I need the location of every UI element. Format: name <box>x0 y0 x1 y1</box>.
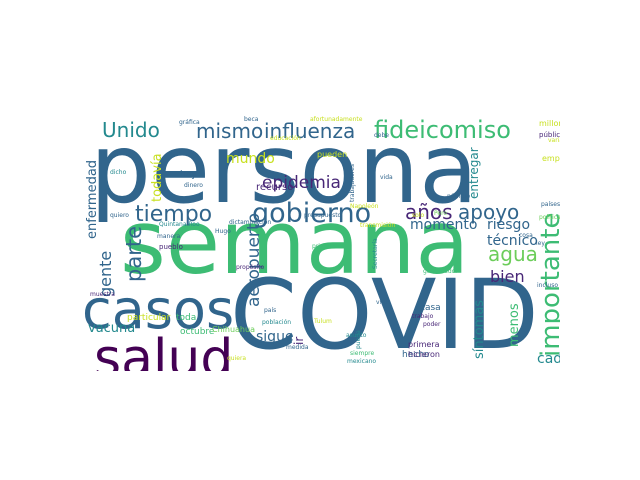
word-millones: millones <box>539 119 560 128</box>
word-casa: casa <box>420 303 441 313</box>
word-educación: educación <box>270 135 301 142</box>
word-solo: solo <box>412 212 425 219</box>
word-toda: toda <box>176 313 197 323</box>
word-siempre: siempre <box>350 350 375 357</box>
word-propósito: propósito <box>236 264 265 271</box>
word-quiera: quiera <box>227 355 247 362</box>
word-pero: Pero <box>434 210 448 217</box>
word-pública: pública <box>539 131 560 139</box>
word-transmisión: transmisión <box>360 222 396 229</box>
word-dictaminación: dictaminación <box>229 219 272 226</box>
word-privatizar: privatizar <box>312 243 341 250</box>
word-cada: cada <box>537 351 560 367</box>
word-sigue: sigue <box>256 329 294 345</box>
word-primera: primera <box>408 340 440 349</box>
word-tulum: Tulum <box>314 318 332 325</box>
word-tiempo: tiempo <box>135 202 213 227</box>
word-menos: menos <box>507 303 522 347</box>
word-poder: poder <box>423 321 441 328</box>
word-aeropuerto: aeropuerto <box>244 213 264 307</box>
word-chihuahua: Chihuahua <box>212 325 255 334</box>
word-política: política <box>539 214 560 221</box>
word-número: número <box>447 193 471 200</box>
word-gobernador: gobernador <box>423 268 458 275</box>
word-quintana-roo: Quintana Roo <box>159 221 200 228</box>
word-momento: momento <box>410 217 478 233</box>
word-hicieron: hicieron <box>408 350 440 359</box>
word-cosa: cosa <box>519 232 533 239</box>
word-unido: Unido <box>102 118 160 142</box>
word-gobierno: gobierno <box>252 198 372 229</box>
word-virus: virus <box>376 299 391 306</box>
word-varias: varias <box>548 137 560 144</box>
word-covid: COVID <box>230 259 539 371</box>
word-cloud: persona semana COVID casos salud gobierno fide… <box>80 107 560 371</box>
word-quiero: quiero <box>110 212 129 219</box>
word-gráfica: gráfica <box>179 119 200 126</box>
word-incluso: incluso <box>537 282 559 289</box>
word-debe: debe <box>374 132 389 139</box>
word-persona: persona <box>90 113 478 225</box>
word-trabajadores: trabajadores <box>349 164 356 202</box>
word-fideicomiso: fideicomiso <box>374 116 511 144</box>
word-pueden: pueden <box>317 150 348 159</box>
word-todavía: todavía <box>150 153 165 202</box>
word-síntomas: síntomas <box>472 299 487 359</box>
word-mundo: mundo <box>226 151 275 167</box>
word-octubre: octubre <box>180 327 215 337</box>
word-ley: ley <box>536 240 545 247</box>
word-mismo: mismo <box>196 119 264 143</box>
word-vacuna: vacuna <box>88 321 136 336</box>
word-particular: particular <box>127 313 171 323</box>
word-entregar: entregar <box>467 147 481 199</box>
word-mexicano: mexicano <box>347 358 377 365</box>
word-país: país <box>264 307 277 314</box>
word-afortunadamente: afortunadamente <box>310 116 363 123</box>
word-agua: agua <box>488 242 538 266</box>
word-medida: medida <box>286 344 309 351</box>
word-muestra: muestra <box>90 291 115 298</box>
word-manera: manera <box>157 233 181 240</box>
word-hugo: Hugo <box>215 228 231 235</box>
word-bien: bien <box>490 267 525 286</box>
word-casos: casos <box>82 278 235 341</box>
word-empresa: empresa <box>542 154 560 163</box>
word-influenza: influenza <box>264 119 356 143</box>
word-enfermedad: enfermedad <box>85 159 100 239</box>
word-parte: parte <box>122 226 146 282</box>
word-años: años <box>405 200 453 224</box>
word-pueda: pueda <box>355 330 362 349</box>
word-trabajo: trabajo <box>412 313 434 320</box>
word-epidemia: epidemia <box>262 173 341 193</box>
word-hoy: hoy <box>180 170 197 180</box>
word-napoleón: Napoleón <box>350 203 379 210</box>
word-riesgo: riesgo <box>487 217 531 233</box>
word-pueblo: pueblo <box>159 243 183 251</box>
word-asunto: asunto <box>346 332 367 339</box>
word-hecho: hecho <box>402 350 430 360</box>
word-apoyo: apoyo <box>458 200 520 224</box>
word-población: población <box>262 319 292 326</box>
word-semana: semana <box>120 191 470 294</box>
word-dinero: dinero <box>184 182 203 189</box>
word-países: países <box>541 201 560 208</box>
word-vida: vida <box>380 174 393 181</box>
word-recurso: recurso <box>256 182 294 193</box>
word-técnico: técnico <box>487 233 538 249</box>
word-secretaría: Secretaría <box>372 238 379 269</box>
word-dicho: dicho <box>110 169 127 176</box>
word-salud: salud <box>94 329 234 371</box>
word-presupuesto: presupuesto <box>304 212 342 219</box>
word-beca: beca <box>244 116 259 123</box>
